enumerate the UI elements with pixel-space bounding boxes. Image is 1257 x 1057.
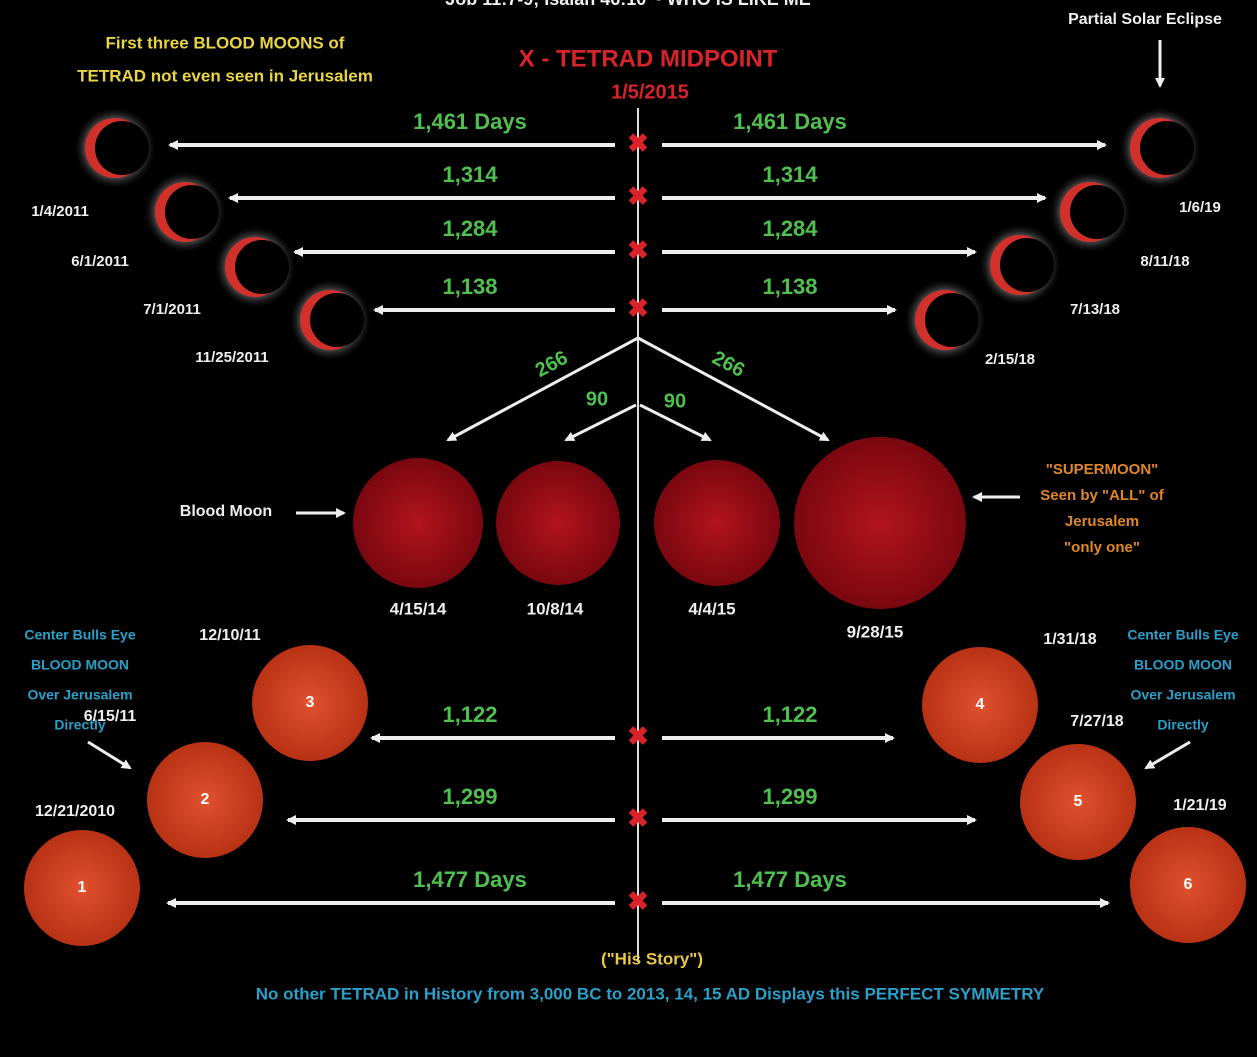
day-count: 1,299 xyxy=(442,784,497,809)
x-marker: ✖ xyxy=(627,181,649,211)
page: Job 11:7-9; Isaiah 46:10 ~ WHO IS LIKE M… xyxy=(0,0,1257,1057)
moon-number: 6 xyxy=(1184,876,1193,893)
diagram: Job 11:7-9; Isaiah 46:10 ~ WHO IS LIKE M… xyxy=(0,0,1257,1057)
eclipse-date: 7/1/2011 xyxy=(143,301,201,318)
moon-date: 1/21/19 xyxy=(1173,797,1226,814)
day-count: 1,314 xyxy=(442,162,498,187)
supermoon-note: Jerusalem xyxy=(1065,513,1139,530)
moon-date: 7/27/18 xyxy=(1070,713,1123,730)
left-note: First three BLOOD MOONS of xyxy=(106,33,345,52)
moon-date: 12/10/11 xyxy=(199,627,261,644)
moon-date: 9/28/15 xyxy=(847,622,904,641)
day-count: 1,122 xyxy=(442,702,497,727)
x-marker: ✖ xyxy=(627,293,649,323)
blood-moon xyxy=(654,460,780,586)
supermoon-note: "SUPERMOON" xyxy=(1046,461,1159,478)
eclipse-date: 2/15/18 xyxy=(985,351,1035,368)
day-count: 90 xyxy=(664,390,686,412)
scripture: Job 11:7-9; Isaiah 46:10 ~ WHO IS LIKE M… xyxy=(445,0,811,9)
eclipse-date: 11/25/2011 xyxy=(195,349,268,366)
x-marker: ✖ xyxy=(627,128,649,158)
day-count: 1,284 xyxy=(442,216,498,241)
bullseye-note: Center Bulls Eye xyxy=(24,627,135,643)
eclipse-shadow xyxy=(1140,121,1194,175)
x-marker: ✖ xyxy=(627,803,649,833)
bullseye-note: Over Jerusalem xyxy=(1130,687,1235,703)
moon-date: 6/15/11 xyxy=(84,708,137,725)
bullseye-note: BLOOD MOON xyxy=(1134,657,1232,673)
day-count: 1,138 xyxy=(442,274,497,299)
eclipse-date: 1/6/19 xyxy=(1179,199,1221,216)
x-marker: ✖ xyxy=(627,235,649,265)
day-count: 1,461 Days xyxy=(413,109,527,134)
moon-date: 4/4/15 xyxy=(688,599,735,618)
eclipse-date: 8/11/18 xyxy=(1140,253,1189,270)
midpoint-title: X - TETRAD MIDPOINT xyxy=(519,45,778,72)
day-count: 1,477 Days xyxy=(733,867,847,892)
eclipse-date: 6/1/2011 xyxy=(71,253,129,270)
supermoon-note: "only one" xyxy=(1064,539,1140,556)
day-count: 1,461 Days xyxy=(733,109,847,134)
moon-number: 1 xyxy=(78,879,87,896)
eclipse-shadow xyxy=(1070,185,1124,239)
x-marker: ✖ xyxy=(627,886,649,916)
moon-date: 4/15/14 xyxy=(390,599,447,618)
eclipse-shadow xyxy=(95,121,149,175)
bullseye-note: Center Bulls Eye xyxy=(1127,627,1238,643)
bullseye-note: Over Jerusalem xyxy=(27,687,132,703)
moon-number: 3 xyxy=(306,694,315,711)
moon-date: 10/8/14 xyxy=(527,599,584,618)
eclipse-shadow xyxy=(310,293,364,347)
moon-date: 12/21/2010 xyxy=(35,803,115,820)
day-count: 1,314 xyxy=(762,162,818,187)
day-count: 1,138 xyxy=(762,274,817,299)
eclipse-date: 7/13/18 xyxy=(1070,301,1120,318)
bullseye-note: Directly xyxy=(1157,717,1209,733)
his-story: ("His Story") xyxy=(601,949,703,968)
bullseye-note: BLOOD MOON xyxy=(31,657,129,673)
moon-number: 5 xyxy=(1074,793,1083,810)
eclipse-shadow xyxy=(925,293,979,347)
moon-number: 2 xyxy=(201,791,210,808)
right-note: Partial Solar Eclipse xyxy=(1068,11,1222,28)
moon-date: 1/31/18 xyxy=(1043,631,1096,648)
day-count: 1,284 xyxy=(762,216,818,241)
eclipse-shadow xyxy=(165,185,219,239)
left-note: TETRAD not even seen in Jerusalem xyxy=(77,66,373,85)
midpoint-date: 1/5/2015 xyxy=(611,81,689,103)
blood-moon xyxy=(353,458,483,588)
supermoon-note: Seen by "ALL" of xyxy=(1040,487,1164,504)
eclipse-shadow xyxy=(235,240,289,294)
day-count: 1,299 xyxy=(762,784,817,809)
blood-moon xyxy=(794,437,966,609)
footer-statement: No other TETRAD in History from 3,000 BC… xyxy=(256,984,1045,1003)
blood-moon-label: Blood Moon xyxy=(180,503,272,520)
blood-moon xyxy=(496,461,620,585)
day-count: 90 xyxy=(586,388,608,410)
eclipse-shadow xyxy=(1000,238,1054,292)
eclipse-date: 1/4/2011 xyxy=(31,203,89,220)
moon-number: 4 xyxy=(976,696,985,713)
day-count: 1,477 Days xyxy=(413,867,527,892)
day-count: 1,122 xyxy=(762,702,817,727)
x-marker: ✖ xyxy=(627,721,649,751)
